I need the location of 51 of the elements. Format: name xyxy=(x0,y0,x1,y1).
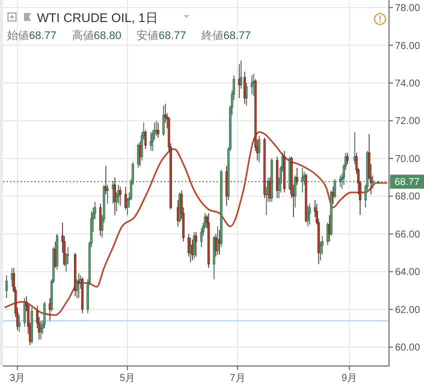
x-tick-label: 3月 xyxy=(10,373,26,384)
candlestick xyxy=(339,175,342,188)
candlestick xyxy=(306,205,309,227)
y-tick-label: 66.00 xyxy=(395,229,420,240)
candlestick xyxy=(155,120,158,136)
candlestick xyxy=(244,71,246,104)
x-tick-label: 7月 xyxy=(230,373,246,384)
y-tick-label: 72.00 xyxy=(395,116,420,128)
candlestick xyxy=(193,232,196,259)
candlestick xyxy=(162,105,165,136)
annotation: 安値68.77 xyxy=(136,29,186,42)
candlestick xyxy=(194,232,198,257)
candlestick xyxy=(188,234,190,257)
y-tick-label: 78.00 xyxy=(395,3,420,14)
candlestick xyxy=(296,168,298,186)
candlestick xyxy=(114,176,116,216)
candlestick xyxy=(294,175,296,208)
candlestick xyxy=(240,60,242,90)
y-tick-label: 64.00 xyxy=(395,267,420,278)
x-tick-label: 9月 xyxy=(342,373,358,384)
candlestick xyxy=(144,130,147,150)
candlestick xyxy=(252,73,255,97)
y-tick-label: 62.00 xyxy=(395,304,420,316)
candlestick xyxy=(54,241,56,268)
candlestick xyxy=(104,166,107,195)
annotation: 終値68.77 xyxy=(200,30,251,42)
text: WTI CRUDE OIL, 1日 xyxy=(37,11,158,25)
candlestick xyxy=(150,132,152,152)
candlestick xyxy=(156,122,160,138)
candlestick xyxy=(119,186,122,206)
candlestick xyxy=(214,234,217,257)
candlestick xyxy=(106,184,109,204)
y-tick-label: 70.00 xyxy=(395,154,420,165)
y-tick-label: 60.00 xyxy=(395,342,420,354)
candlestick xyxy=(176,200,180,227)
x-tick-label: 5月 xyxy=(120,373,136,384)
y-tick-label: 74.00 xyxy=(395,78,420,90)
ref-line-label: 68.77 xyxy=(394,177,420,188)
candlestick xyxy=(40,320,42,340)
y-tick-label: 68.00 xyxy=(395,192,420,203)
candlestick xyxy=(23,298,26,327)
y-tick-label: 76.00 xyxy=(395,40,420,52)
candlestick xyxy=(372,175,374,190)
candlestick xyxy=(76,278,78,298)
candlestick xyxy=(99,203,102,236)
candlestick xyxy=(18,314,20,332)
candlestick xyxy=(250,75,254,95)
candlestick xyxy=(308,203,311,225)
candlestick xyxy=(301,168,304,193)
annotation: 始値68.77 xyxy=(7,30,57,42)
annotation: 高値68.80 xyxy=(72,29,122,42)
